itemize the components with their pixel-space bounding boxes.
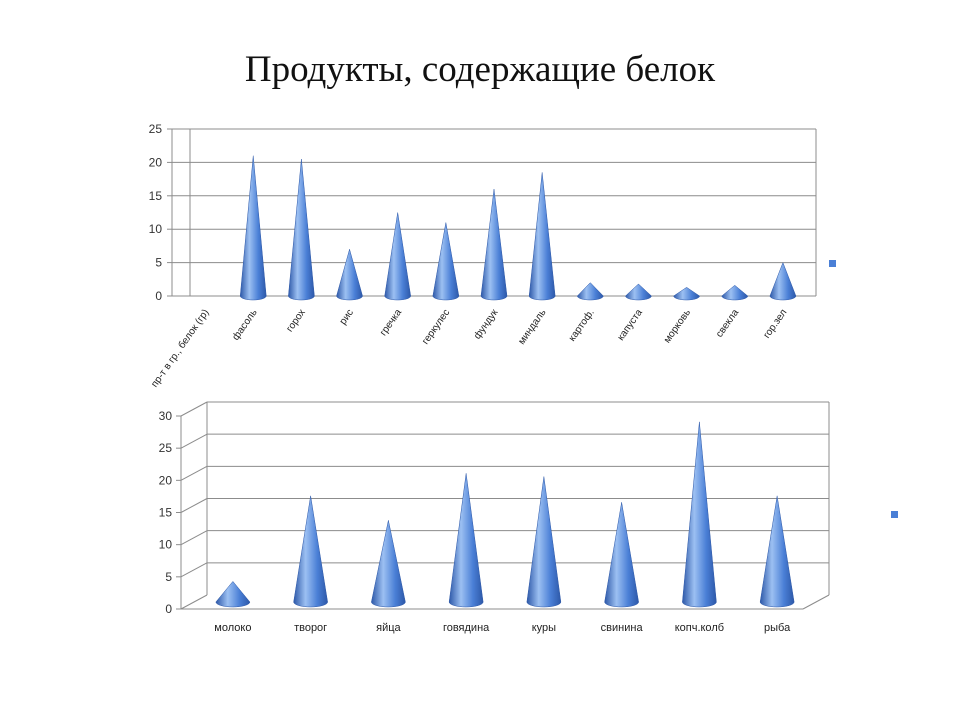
y-tick-label: 15 (159, 506, 173, 520)
cone-shape (336, 248, 363, 301)
cone-bar (528, 172, 556, 301)
cone-shape (293, 495, 328, 608)
cone-bar (371, 520, 406, 608)
category-label: молоко (214, 622, 251, 634)
cone-bar (432, 222, 460, 301)
cone-shape (528, 172, 556, 301)
side-gridline (180, 465, 208, 481)
cone-shape (759, 495, 795, 608)
cone-bar (625, 283, 652, 301)
floor-left (180, 594, 208, 610)
category-label: говядина (443, 622, 490, 634)
side-gridline (180, 498, 208, 513)
cone-bar (682, 421, 717, 608)
cone-bar (769, 261, 797, 301)
cone-bar (526, 476, 562, 608)
cone-bar (448, 473, 484, 608)
cone-bar (239, 155, 267, 301)
y-tick-label: 20 (149, 155, 163, 169)
y-tick-label: 15 (149, 189, 163, 203)
y-tick-label: 5 (165, 570, 172, 584)
cone-shape (215, 581, 251, 608)
y-tick-label: 0 (155, 289, 162, 303)
y-tick-label: 25 (159, 441, 173, 455)
cone-shape (288, 159, 315, 301)
cone-shape (577, 282, 604, 301)
cone-bar (604, 502, 639, 608)
y-tick-label: 5 (155, 256, 162, 270)
side-gridline (180, 562, 208, 578)
cone-bar (288, 159, 315, 301)
cone-shape (682, 421, 717, 608)
category-label: копч.колб (675, 622, 724, 634)
cone-shape (239, 155, 267, 301)
cone-shape (480, 189, 508, 301)
y-tick-label: 0 (165, 602, 172, 616)
slide-title: Продукты, содержащие белок (244, 49, 716, 90)
y-tick-label: 20 (159, 473, 173, 487)
cone-bar (215, 581, 251, 608)
cone-shape (769, 261, 797, 301)
cone-shape (384, 212, 411, 301)
cone-shape (625, 283, 652, 301)
side-gridline (180, 530, 208, 546)
legend-marker-chart1 (829, 260, 836, 267)
cone-shape (721, 284, 749, 301)
cone-bar (480, 189, 508, 301)
category-label: яйца (376, 622, 401, 634)
cone-shape (448, 473, 484, 608)
y-tick-label: 10 (149, 222, 163, 236)
floor-right (802, 594, 830, 610)
cone-bar (336, 248, 363, 301)
cone-shape (371, 520, 406, 608)
cone-shape (432, 222, 460, 301)
cone-shape (526, 476, 562, 608)
cone-shape (673, 287, 700, 301)
cone-bar (384, 212, 411, 301)
side-gridline (180, 433, 208, 449)
y-tick-label: 10 (159, 538, 173, 552)
legend-marker-chart2 (891, 511, 898, 518)
category-label: творог (294, 622, 327, 634)
y-tick-label: 30 (159, 409, 173, 423)
cone-bar (759, 495, 795, 608)
side-top (180, 401, 208, 417)
category-label: рыба (764, 622, 791, 634)
cone-shape (604, 502, 639, 608)
cone-bar (577, 282, 604, 301)
cone-bar (673, 287, 700, 301)
cone-bar (293, 495, 328, 608)
category-label: куры (532, 622, 556, 634)
y-tick-label: 25 (149, 122, 163, 136)
category-label: свинина (601, 622, 644, 634)
cone-bar (721, 284, 749, 301)
